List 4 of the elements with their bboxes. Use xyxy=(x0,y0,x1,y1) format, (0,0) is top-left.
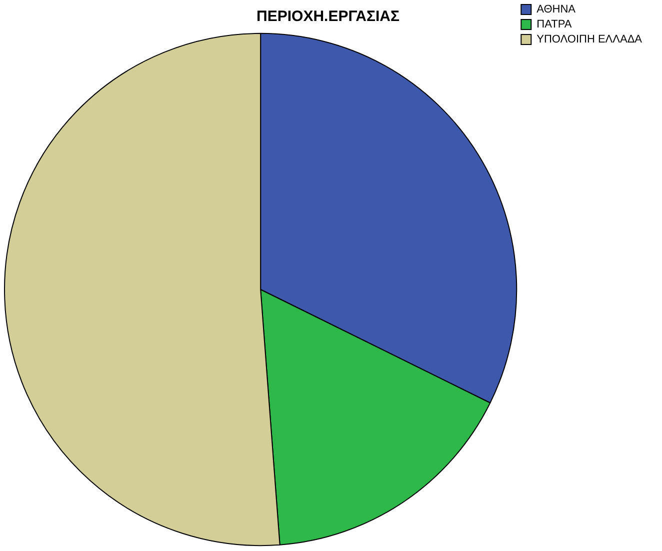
legend-label: ΥΠΟΛΟΙΠΗ ΕΛΛΑΔΑ xyxy=(536,34,643,46)
legend-label: ΑΘΗΝΑ xyxy=(536,4,576,16)
chart-title: ΠΕΡΙΟΧΗ.ΕΡΓΑΣΙΑΣ xyxy=(256,8,400,26)
legend-label: ΠΑΤΡΑ xyxy=(536,18,572,31)
